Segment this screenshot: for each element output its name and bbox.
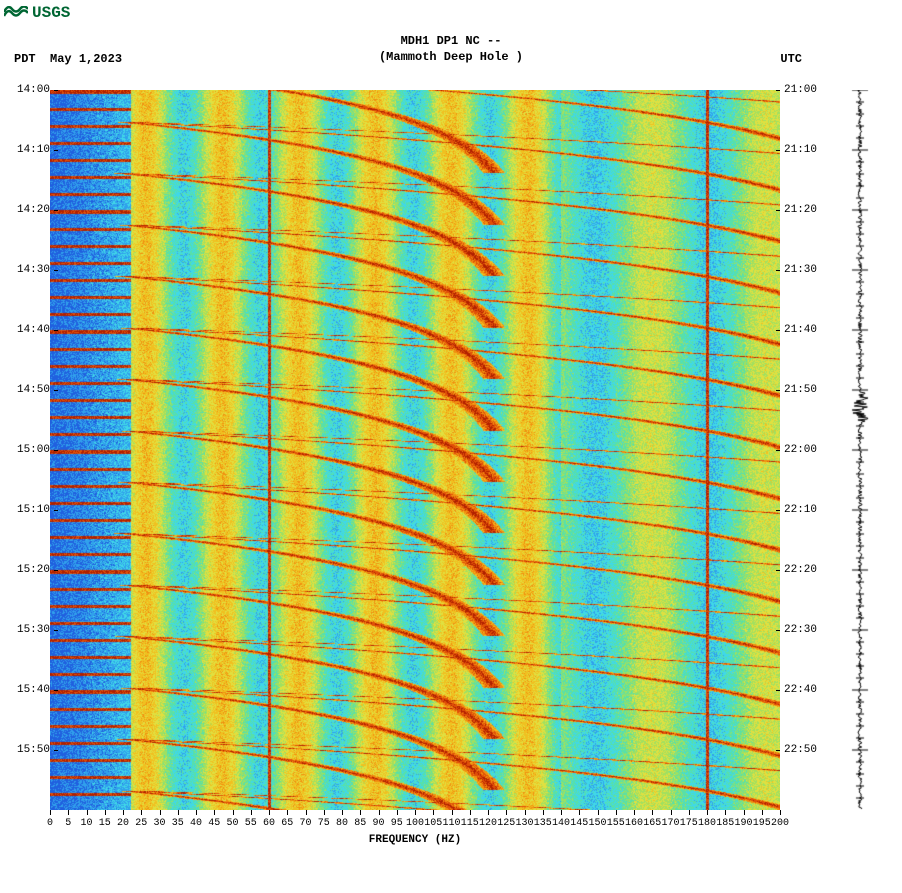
usgs-logo: USGS [4,4,70,22]
x-tick: 15 [99,818,111,829]
y-left-tick: 15:50 [10,744,50,756]
seismogram-canvas [840,90,880,810]
x-tick: 165 [643,818,661,829]
y-right-tick: 21:20 [784,204,824,216]
left-timezone-date: PDT May 1,2023 [14,52,122,66]
spectrogram-canvas [50,90,780,810]
y-left-tick: 14:40 [10,324,50,336]
right-timezone: UTC [780,52,802,66]
x-tick: 175 [680,818,698,829]
x-tick: 150 [588,818,606,829]
x-tick: 120 [479,818,497,829]
x-tick: 195 [753,818,771,829]
x-tick: 75 [318,818,330,829]
y-axis-right: 21:0021:1021:2021:3021:4021:5022:0022:10… [784,90,824,810]
x-tick: 105 [424,818,442,829]
y-left-tick: 15:40 [10,684,50,696]
right-tz: UTC [780,52,802,66]
x-tick: 90 [372,818,384,829]
x-tick: 45 [208,818,220,829]
left-tz: PDT [14,52,36,66]
x-tick: 25 [135,818,147,829]
x-tick: 185 [716,818,734,829]
y-left-tick: 15:30 [10,624,50,636]
x-tick: 30 [153,818,165,829]
y-left-tick: 14:20 [10,204,50,216]
x-tick: 0 [47,818,53,829]
y-right-tick: 21:50 [784,384,824,396]
y-axis-left: 14:0014:1014:2014:3014:4014:5015:0015:10… [10,90,50,810]
left-date: May 1,2023 [50,52,122,66]
x-tick: 145 [570,818,588,829]
x-tick: 55 [245,818,257,829]
y-right-tick: 22:50 [784,744,824,756]
y-left-tick: 14:50 [10,384,50,396]
x-tick: 65 [281,818,293,829]
y-left-tick: 14:00 [10,84,50,96]
x-tick: 170 [661,818,679,829]
y-left-tick: 14:10 [10,144,50,156]
y-right-tick: 22:10 [784,504,824,516]
seismogram-trace [840,90,880,810]
y-right-tick: 21:40 [784,324,824,336]
spectrogram-plot [50,90,780,810]
x-tick: 70 [299,818,311,829]
x-tick: 130 [515,818,533,829]
y-left-tick: 15:10 [10,504,50,516]
x-tick: 35 [172,818,184,829]
x-tick: 40 [190,818,202,829]
y-right-tick: 21:00 [784,84,824,96]
y-left-tick: 15:00 [10,444,50,456]
x-tick: 125 [497,818,515,829]
x-tick: 190 [734,818,752,829]
x-tick: 200 [771,818,789,829]
x-tick: 5 [65,818,71,829]
x-tick: 80 [336,818,348,829]
x-tick: 155 [607,818,625,829]
x-tick: 100 [406,818,424,829]
x-tick: 95 [391,818,403,829]
y-right-tick: 22:40 [784,684,824,696]
x-tick: 20 [117,818,129,829]
x-axis-label: FREQUENCY (HZ) [50,834,780,846]
y-right-tick: 22:20 [784,564,824,576]
usgs-wave-icon [4,6,28,20]
y-right-tick: 22:30 [784,624,824,636]
x-tick: 10 [80,818,92,829]
x-tick: 50 [226,818,238,829]
y-right-tick: 21:10 [784,144,824,156]
x-tick: 115 [461,818,479,829]
x-tick: 180 [698,818,716,829]
title-line1: MDH1 DP1 NC -- [0,34,902,50]
y-left-tick: 14:30 [10,264,50,276]
title-line2: (Mammoth Deep Hole ) [0,50,902,66]
y-left-tick: 15:20 [10,564,50,576]
x-tick: 60 [263,818,275,829]
x-tick: 110 [442,818,460,829]
y-right-tick: 21:30 [784,264,824,276]
x-tick: 85 [354,818,366,829]
y-right-tick: 22:00 [784,444,824,456]
x-tick: 140 [552,818,570,829]
logo-text: USGS [32,4,70,22]
chart-title: MDH1 DP1 NC -- (Mammoth Deep Hole ) [0,34,902,65]
x-tick: 135 [534,818,552,829]
x-tick: 160 [625,818,643,829]
